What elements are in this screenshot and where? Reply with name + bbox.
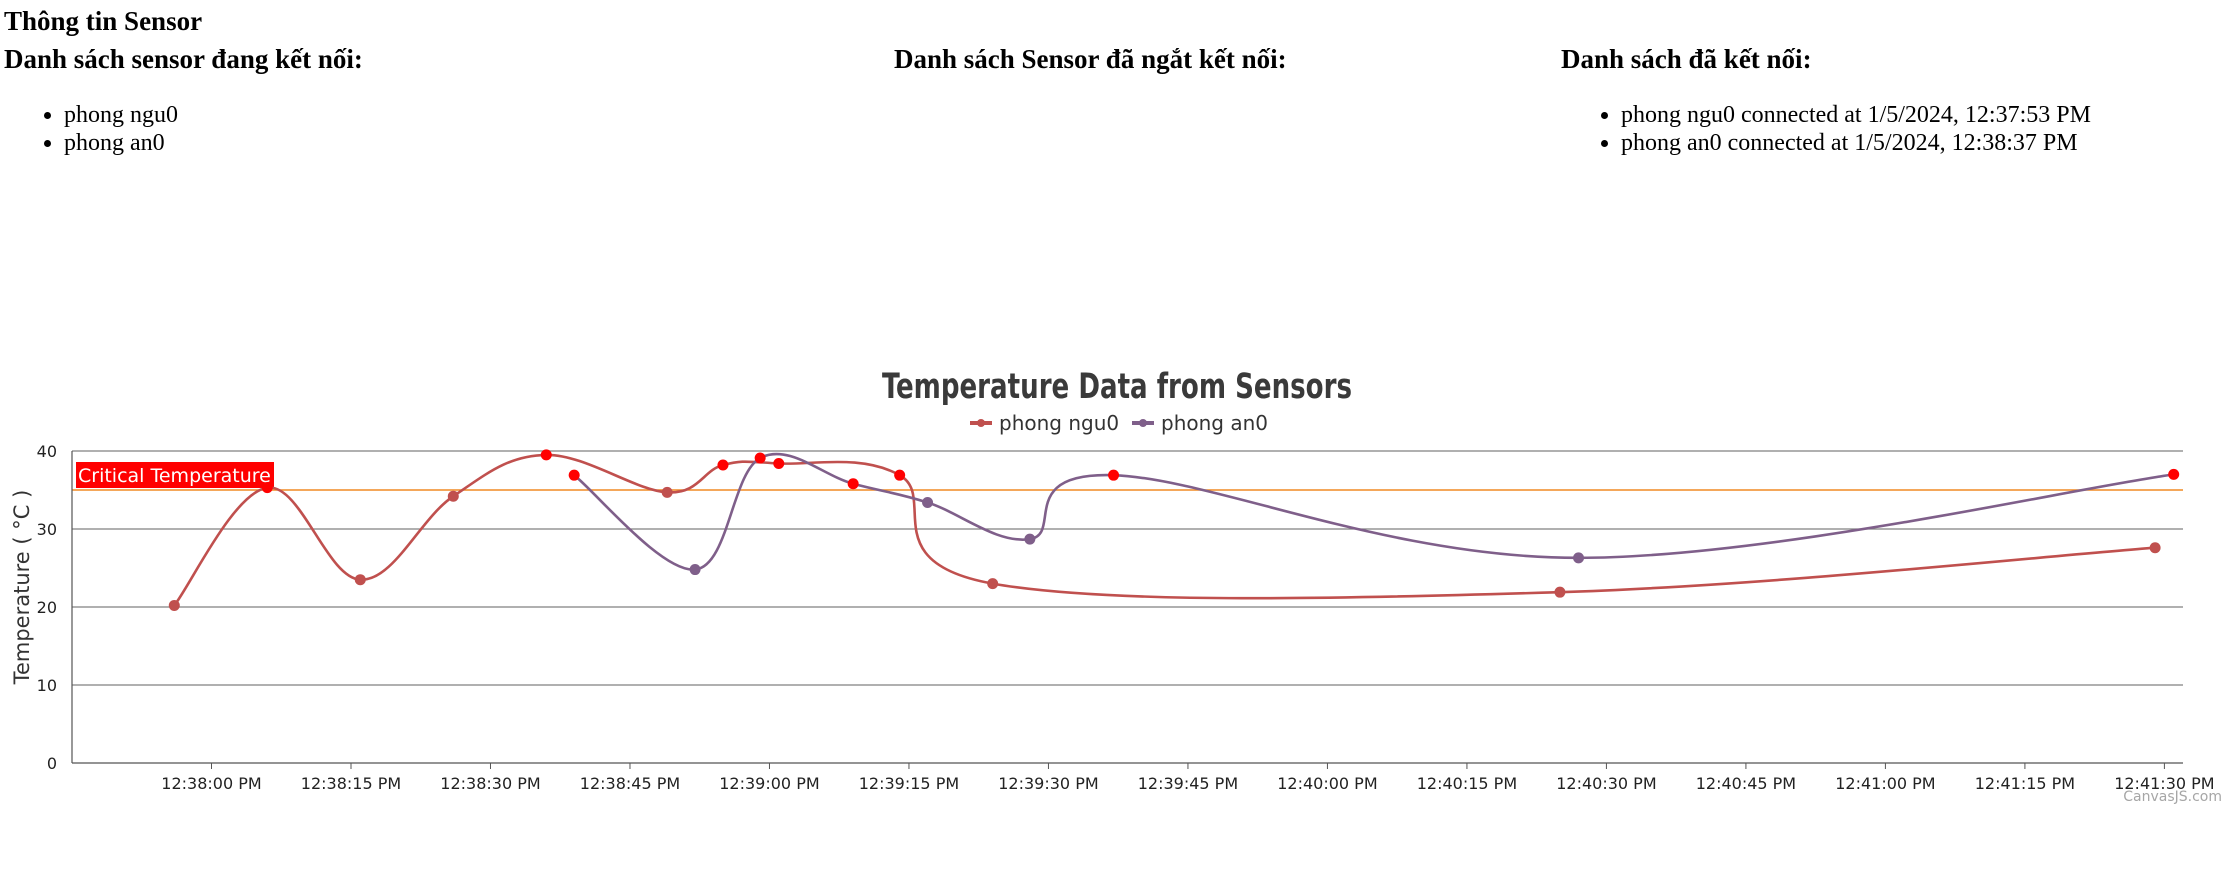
data-point-1-8 [2168, 468, 2180, 480]
data-point-0-9 [987, 578, 999, 590]
x-tick-label-13: 12:41:15 PM [1975, 774, 2075, 793]
data-point-1-3 [847, 478, 859, 490]
stripline-label-0: Critical Temperature [78, 465, 271, 487]
x-tick-label-6: 12:39:30 PM [998, 774, 1098, 793]
disconnected-sensors-section: Danh sách Sensor đã ngắt kết nối: [894, 44, 1287, 101]
temperature-chart: Temperature Data from Sensors phong ngu0… [10, 367, 2222, 805]
stripline-label-bg-0 [76, 462, 274, 488]
data-point-0-6 [717, 459, 729, 471]
data-point-0-1 [261, 482, 273, 494]
chart-credit: CanvasJS.com [2123, 789, 2222, 805]
data-point-1-2 [754, 452, 766, 464]
data-point-0-5 [661, 486, 673, 498]
y-tick-label-0: 0 [47, 754, 57, 773]
connected-sensors-heading: Danh sách sensor đang kết nối: [4, 44, 363, 74]
x-tick-label-3: 12:38:45 PM [580, 774, 680, 793]
connected-sensor-item: phong an0 [64, 129, 363, 157]
disconnected-sensors-heading: Danh sách Sensor đã ngắt kết nối: [894, 44, 1287, 74]
data-point-0-7 [773, 457, 785, 469]
data-point-1-7 [1573, 552, 1585, 564]
data-point-1-6 [1108, 469, 1120, 481]
data-point-0-3 [447, 490, 459, 502]
x-tick-label-4: 12:39:00 PM [719, 774, 819, 793]
critical-temperature-stripline: Critical Temperature [72, 462, 2183, 491]
data-point-0-2 [354, 574, 366, 586]
x-tick-label-1: 12:38:15 PM [301, 774, 401, 793]
chart-legend: phong ngu0 phong an0 [970, 411, 1268, 435]
y-tick-label-1: 10 [37, 676, 57, 695]
x-tick-label-14: 12:41:30 PM [2114, 774, 2214, 793]
legend-dot-0 [977, 419, 985, 427]
chart-gridlines: 0 10 20 30 40 [37, 442, 2183, 773]
x-tick-label-11: 12:40:45 PM [1696, 774, 1796, 793]
connected-sensor-item: phong ngu0 [64, 101, 363, 129]
y-tick-label-2: 20 [37, 598, 57, 617]
series-line-1 [573, 452, 2174, 571]
connection-history-list: phong ngu0 connected at 1/5/2024, 12:37:… [1561, 101, 2091, 157]
connected-sensors-section: Danh sách sensor đang kết nối: phong ngu… [4, 44, 363, 157]
x-tick-label-8: 12:40:00 PM [1277, 774, 1377, 793]
x-tick-label-9: 12:40:15 PM [1417, 774, 1517, 793]
page-title: Thông tin Sensor [4, 6, 203, 36]
legend-label-1: phong an0 [1161, 411, 1268, 435]
x-tick-label-7: 12:39:45 PM [1138, 774, 1238, 793]
connection-history-heading: Danh sách đã kết nối: [1561, 44, 1812, 74]
legend-dot-1 [1139, 419, 1147, 427]
data-point-1-4 [922, 496, 934, 508]
x-tick-label-2: 12:38:30 PM [440, 774, 540, 793]
chart-title: Temperature Data from Sensors [882, 367, 1352, 407]
data-point-1-0 [568, 469, 580, 481]
x-tick-label-5: 12:39:15 PM [859, 774, 959, 793]
connected-sensors-list: phong ngu0 phong an0 [4, 101, 363, 157]
connection-history-item: phong an0 connected at 1/5/2024, 12:38:3… [1621, 129, 2091, 157]
x-tick-label-0: 12:38:00 PM [161, 774, 261, 793]
data-point-0-11 [2149, 542, 2161, 554]
x-tick-label-12: 12:41:00 PM [1835, 774, 1935, 793]
chart-axes: 12:38:00 PM 12:38:15 PM 12:38:30 PM 12:38:4… [71, 451, 2215, 793]
y-tick-label-4: 40 [37, 442, 57, 461]
data-point-1-5 [1024, 533, 1036, 545]
data-point-1-1 [689, 564, 701, 576]
connection-history-section: Danh sách đã kết nối: phong ngu0 connect… [1561, 44, 2091, 157]
x-tick-label-10: 12:40:30 PM [1556, 774, 1656, 793]
connection-history-item: phong ngu0 connected at 1/5/2024, 12:37:… [1621, 101, 2091, 129]
data-point-0-0 [168, 599, 180, 611]
data-point-0-8 [894, 469, 906, 481]
legend-label-0: phong ngu0 [999, 411, 1119, 435]
data-point-0-4 [540, 449, 552, 461]
y-axis-label: Temperature ( °C ) [10, 490, 34, 686]
data-point-0-10 [1554, 586, 1566, 598]
chart-series [168, 449, 2180, 611]
y-tick-label-3: 30 [37, 520, 57, 539]
